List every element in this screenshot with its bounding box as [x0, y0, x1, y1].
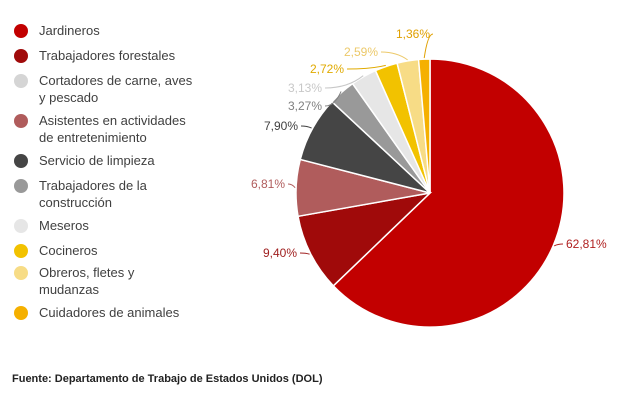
- legend-label-line: Trabajadores de la: [39, 178, 147, 193]
- legend-label-line: Meseros: [39, 218, 89, 233]
- legend-label: Trabajadores de la construcción: [39, 177, 147, 211]
- legend-label-line: Asistentes en actividades: [39, 113, 186, 128]
- legend-label-line: mudanzas: [39, 282, 99, 297]
- leader-line: [300, 125, 312, 129]
- legend-swatch: [14, 179, 28, 193]
- legend-item: Trabajadores de la construcción: [14, 177, 147, 211]
- leader-line: [346, 64, 386, 70]
- slice-label: 1,36%: [396, 27, 430, 41]
- legend-item: Cuidadores de animales: [14, 304, 179, 321]
- legend-item: Trabajadores forestales: [14, 47, 175, 64]
- legend-label: Cortadores de carne, aves y pescado: [39, 72, 192, 106]
- legend-swatch: [14, 24, 28, 38]
- slice-label: 3,13%: [288, 81, 322, 95]
- legend-item: Cocineros: [14, 242, 98, 259]
- pie-slice: [417, 58, 431, 194]
- legend-item: Obreros, fletes y mudanzas: [14, 264, 134, 298]
- source-note: Fuente: Departamento de Trabajo de Estad…: [12, 373, 323, 385]
- slice-label: 9,40%: [263, 246, 297, 260]
- legend-swatch: [14, 74, 28, 88]
- leader-line: [324, 91, 342, 107]
- legend-label-line: Cortadores de carne, aves: [39, 73, 193, 88]
- slice-label: 6,81%: [251, 177, 285, 191]
- legend-label: Trabajadores forestales: [39, 47, 175, 64]
- legend-swatch: [14, 49, 28, 63]
- legend-label: Cuidadores de animales: [39, 304, 179, 321]
- legend-label: Jardineros: [39, 22, 100, 39]
- leader-line: [299, 252, 310, 255]
- legend-label-line: Cuidadores de animales: [39, 305, 180, 320]
- legend-label-line: Trabajadores forestales: [39, 48, 176, 63]
- legend-label-line: y pescado: [39, 90, 99, 105]
- legend-swatch: [14, 266, 28, 280]
- legend-label-line: de entretenimiento: [39, 130, 147, 145]
- legend-swatch: [14, 244, 28, 258]
- legend-label: Asistentes en actividades de entretenimie…: [39, 112, 186, 146]
- legend-label-line: Cocineros: [39, 243, 98, 258]
- slice-label: 62,81%: [566, 237, 607, 251]
- leader-line: [287, 183, 296, 189]
- legend-swatch: [14, 306, 28, 320]
- slice-label: 7,90%: [264, 119, 298, 133]
- legend-label: Cocineros: [39, 242, 98, 259]
- legend-item: Servicio de limpieza: [14, 152, 155, 169]
- legend-item: Jardineros: [14, 22, 100, 39]
- legend-label-line: construcción: [39, 195, 112, 210]
- slice-label: 2,59%: [344, 45, 378, 59]
- legend-swatch: [14, 154, 28, 168]
- legend-label-line: Obreros, fletes y: [39, 265, 135, 280]
- leader-line: [380, 51, 408, 61]
- pie-slice: [332, 58, 565, 328]
- legend-label: Obreros, fletes y mudanzas: [39, 264, 134, 298]
- legend-label: Servicio de limpieza: [39, 152, 155, 169]
- leader-line: [324, 75, 364, 89]
- slice-label: 2,72%: [310, 62, 344, 76]
- leader-line: [423, 33, 434, 59]
- slice-label: 3,27%: [288, 99, 322, 113]
- leader-line: [553, 243, 564, 247]
- legend-item: Asistentes en actividades de entretenimie…: [14, 112, 186, 146]
- legend-label: Meseros: [39, 217, 89, 234]
- legend-swatch: [14, 219, 28, 233]
- pie-slice: [297, 191, 433, 287]
- legend-label-line: Jardineros: [39, 23, 100, 38]
- legend-item: Cortadores de carne, aves y pescado: [14, 72, 192, 106]
- legend-item: Meseros: [14, 217, 89, 234]
- legend-swatch: [14, 114, 28, 128]
- legend-label-line: Servicio de limpieza: [39, 153, 155, 168]
